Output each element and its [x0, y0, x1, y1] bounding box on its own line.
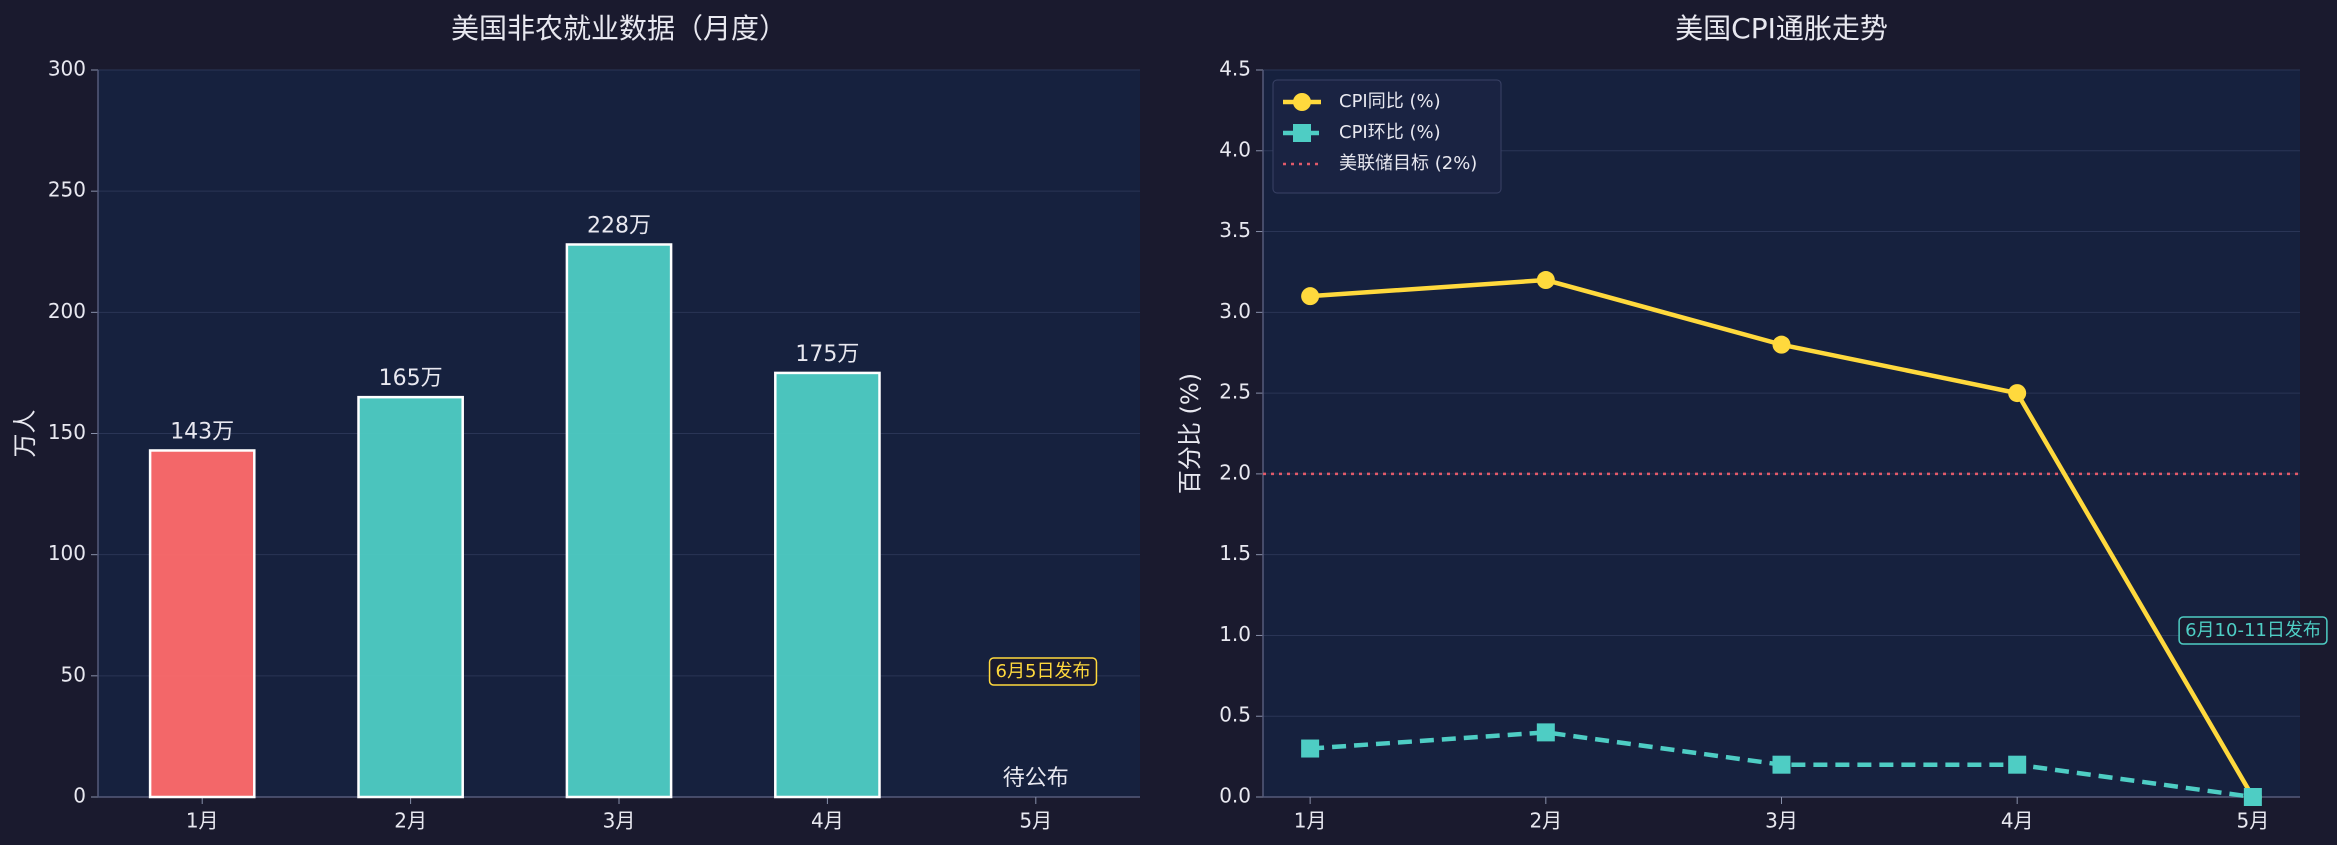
y-tick-label: 2.0 — [1219, 460, 1251, 484]
legend-marker — [1293, 93, 1311, 111]
legend-label: CPI同比 (%) — [1339, 91, 1441, 112]
marker — [1772, 755, 1791, 774]
y-tick-label: 300 — [48, 57, 86, 81]
x-tick-label: 3月 — [603, 809, 636, 833]
chart-title: 美国CPI通胀走势 — [1675, 12, 1888, 45]
bar — [774, 371, 881, 799]
marker — [1301, 739, 1320, 758]
x-tick-label: 4月 — [811, 809, 844, 833]
y-tick-label: 100 — [48, 541, 86, 565]
y-tick-label: 0.5 — [1219, 703, 1251, 727]
y-tick-label: 50 — [61, 662, 86, 686]
y-tick-label: 0 — [73, 784, 86, 808]
chart-title: 美国非农就业数据（月度） — [451, 12, 787, 45]
x-tick-label: 2月 — [394, 809, 427, 833]
y-tick-label: 250 — [48, 178, 86, 202]
x-tick-label: 5月 — [2236, 809, 2269, 833]
data-label: 待公布 — [1003, 766, 1069, 791]
bar — [148, 449, 256, 799]
data-label: 228万 — [587, 213, 651, 238]
bar — [565, 243, 673, 799]
y-tick-label: 4.0 — [1219, 137, 1251, 161]
data-label: 165万 — [379, 366, 443, 391]
legend-label: 美联储目标 (2%) — [1339, 153, 1477, 174]
marker — [2243, 788, 2262, 806]
marker — [1772, 335, 1791, 354]
marker — [1301, 287, 1320, 306]
data-label: 143万 — [170, 419, 234, 444]
marker — [1536, 271, 1555, 290]
annotation: 6月5日发布 — [996, 661, 1091, 682]
data-label: 175万 — [795, 342, 859, 367]
y-tick-label: 200 — [48, 299, 86, 323]
annotation-box — [988, 657, 1098, 686]
annotation: 6月10-11日发布 — [2185, 620, 2321, 641]
marker — [2008, 384, 2027, 403]
y-tick-label: 1.5 — [1219, 541, 1251, 565]
y-tick-label: 4.5 — [1219, 57, 1251, 81]
marker — [2008, 755, 2027, 774]
legend-box — [1272, 79, 1502, 194]
y-tick-label: 150 — [48, 420, 86, 444]
x-tick-label: 1月 — [186, 809, 219, 833]
annotation-box — [2178, 616, 2328, 645]
y-axis-label: 万人 — [11, 410, 39, 458]
x-tick-label: 2月 — [1529, 809, 1562, 833]
bar — [357, 395, 464, 799]
y-tick-label: 0.0 — [1219, 784, 1251, 808]
y-tick-label: 3.0 — [1219, 299, 1251, 323]
marker — [1536, 723, 1555, 742]
y-axis-label: 百分比 (%) — [1176, 373, 1204, 494]
x-tick-label: 1月 — [1294, 809, 1327, 833]
x-tick-label: 3月 — [1765, 809, 1798, 833]
x-tick-label: 4月 — [2001, 809, 2034, 833]
legend-marker — [1293, 124, 1311, 142]
x-tick-label: 5月 — [1019, 809, 1052, 833]
y-tick-label: 1.0 — [1219, 622, 1251, 646]
legend-label: CPI环比 (%) — [1339, 122, 1441, 143]
y-tick-label: 3.5 — [1219, 218, 1251, 242]
y-tick-label: 2.5 — [1219, 380, 1251, 404]
